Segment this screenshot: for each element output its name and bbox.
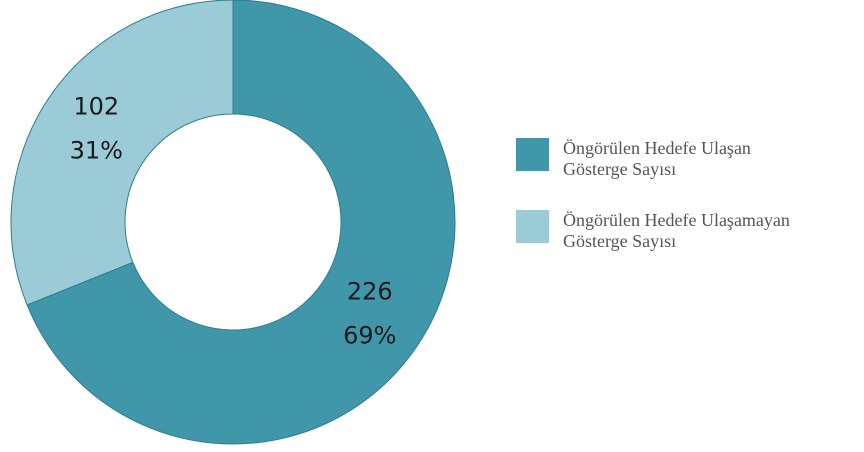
legend-item: Öngörülen Hedefe Ulaşamayan Gösterge Say… — [516, 210, 808, 252]
percent-label: 31% — [70, 137, 123, 165]
legend: Öngörülen Hedefe Ulaşan Gösterge Sayısı Ö… — [516, 138, 808, 282]
legend-swatch — [516, 210, 549, 243]
legend-swatch — [516, 138, 549, 171]
legend-item: Öngörülen Hedefe Ulaşan Gösterge Sayısı — [516, 138, 808, 180]
chart: 226 69% 102 31% — [10, 0, 456, 445]
percent-label: 69% — [343, 321, 396, 349]
value-label: 226 — [347, 277, 393, 305]
donut-slice — [10, 0, 234, 306]
legend-label: Öngörülen Hedefe Ulaşamayan Gösterge Say… — [563, 210, 790, 251]
donut-slice — [26, 0, 456, 445]
legend-label: Öngörülen Hedefe Ulaşan Gösterge Sayısı — [563, 138, 751, 179]
value-label: 102 — [73, 93, 119, 121]
